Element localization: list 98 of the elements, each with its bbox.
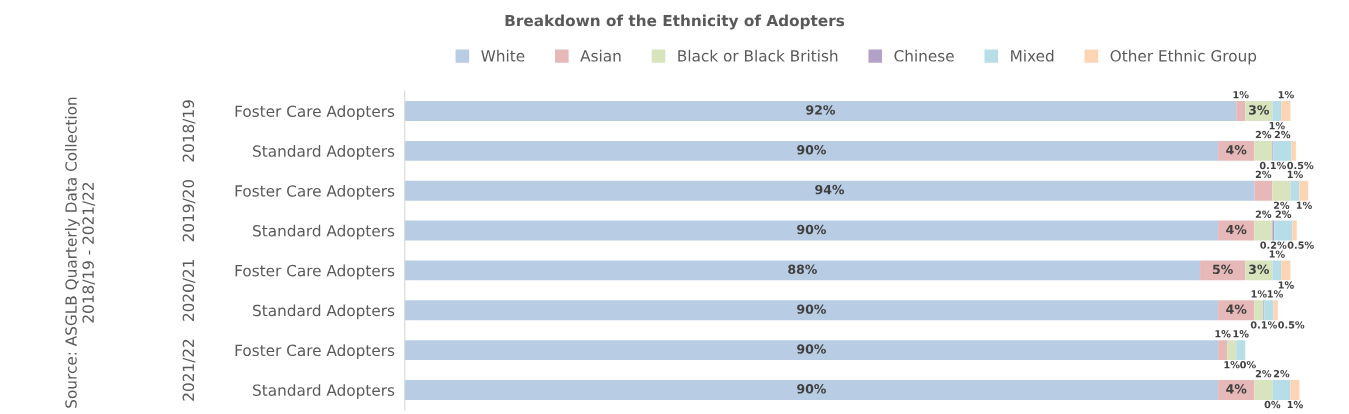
- legend-label: Other Ethnic Group: [1110, 49, 1257, 65]
- data-label: 90%: [797, 384, 826, 394]
- text: 2021/22: [182, 339, 196, 401]
- data-label: 1%: [1287, 400, 1303, 409]
- y-tick-label: Standard Adopters: [253, 145, 395, 160]
- bar: [404, 101, 1237, 121]
- y-tick-label: Standard Adopters: [253, 304, 395, 320]
- data-label: 0%: [1240, 361, 1256, 369]
- bar: [1274, 220, 1293, 241]
- legend-label: Mixed: [1011, 49, 1054, 62]
- data-label: 1%: [1269, 121, 1285, 130]
- data-label: 4%: [1226, 304, 1247, 314]
- bar: [1236, 340, 1246, 361]
- data-label: 1%: [1278, 91, 1294, 99]
- data-label: 1%: [1233, 91, 1249, 99]
- bar: [404, 220, 1219, 241]
- data-label: 2%: [1255, 210, 1272, 218]
- legend-label: Black or Black British: [678, 49, 838, 62]
- data-label: 2%: [1274, 130, 1291, 139]
- bar: [1292, 220, 1297, 241]
- data-label: 2%: [1273, 369, 1290, 378]
- data-label: 2%: [1275, 210, 1292, 218]
- data-label: 0.1%: [1250, 321, 1277, 329]
- bar: [1227, 340, 1237, 361]
- data-label: 4%: [1226, 384, 1247, 394]
- bar: [1272, 101, 1282, 121]
- data-label: 4%: [1226, 145, 1247, 155]
- data-label: 0.1%: [1259, 161, 1286, 170]
- bar: [404, 340, 1219, 361]
- bar: [1254, 140, 1273, 161]
- data-label: 1%: [1224, 361, 1240, 369]
- bar: [1281, 101, 1291, 121]
- bar: [1273, 300, 1278, 321]
- bar: [404, 140, 1219, 161]
- text: 2018/19: [182, 100, 196, 162]
- y-tick-label: Foster Care Adopters: [235, 264, 395, 280]
- data-label: 1%: [1251, 290, 1267, 298]
- data-label: 2%: [1255, 170, 1272, 179]
- legend-label: Chinese: [894, 49, 954, 62]
- y-tick-label: Foster Care Adopters: [235, 105, 395, 120]
- bar: [404, 300, 1219, 321]
- bar: [1272, 180, 1291, 201]
- data-label: 90%: [797, 304, 826, 314]
- bar: [1290, 180, 1300, 201]
- bar: [1254, 180, 1273, 201]
- bar: [404, 180, 1255, 201]
- data-label: 0.5%: [1278, 321, 1305, 329]
- bar: [404, 379, 1219, 400]
- legend-label: White: [481, 49, 525, 62]
- y-tick-label: Standard Adopters: [253, 224, 395, 240]
- data-label: 90%: [797, 224, 826, 235]
- data-label: 3%: [1249, 105, 1270, 115]
- bar: [1218, 220, 1255, 241]
- data-label: 2%: [1255, 130, 1272, 139]
- data-label: 3%: [1249, 264, 1270, 275]
- data-label: 88%: [788, 264, 817, 275]
- bar: [1264, 300, 1274, 321]
- bar: [1299, 180, 1309, 201]
- bar: [1272, 379, 1291, 400]
- data-label: 1%: [1278, 281, 1294, 289]
- bar: [1218, 340, 1228, 361]
- y-tick-label: Foster Care Adopters: [235, 344, 395, 360]
- bar: [1254, 379, 1273, 400]
- source-note: Source: ASGLB Quarterly Data Collection 2018/19 - 2021/22: [64, 97, 96, 408]
- data-label: 0.5%: [1287, 241, 1314, 249]
- data-label: 1%: [1233, 330, 1249, 338]
- data-label: 94%: [815, 184, 845, 195]
- bar: [1281, 260, 1291, 281]
- data-label: 90%: [797, 145, 826, 155]
- data-label: 1%: [1267, 290, 1283, 298]
- bar: [1273, 140, 1292, 161]
- bar: [1236, 101, 1246, 121]
- data-label: 2%: [1255, 369, 1272, 378]
- bar: [1254, 300, 1264, 321]
- data-label: 92%: [806, 105, 836, 115]
- data-label: 1%: [1215, 330, 1231, 338]
- bar: [1290, 379, 1300, 400]
- data-label: 1%: [1296, 201, 1312, 209]
- data-label: 5%: [1213, 264, 1233, 275]
- data-label: 90%: [797, 344, 826, 354]
- data-label: 1%: [1287, 170, 1303, 179]
- chart-title: Breakdown of the Ethnicity of Adopters: [505, 14, 845, 30]
- text: 2019/20: [182, 179, 196, 242]
- data-label: 0.5%: [1287, 161, 1314, 170]
- bar: [1291, 140, 1296, 161]
- legend-label: Asian: [580, 49, 621, 62]
- data-label: 0%: [1264, 400, 1281, 409]
- data-label: 0.2%: [1260, 241, 1287, 249]
- data-label: 2%: [1273, 201, 1290, 209]
- data-label: 1%: [1269, 250, 1285, 258]
- bar: [1272, 260, 1282, 281]
- bar: [1200, 260, 1246, 281]
- bar: [1254, 220, 1273, 241]
- y-tick-label: Foster Care Adopters: [235, 184, 395, 200]
- data-label: 4%: [1226, 224, 1247, 235]
- bar: [404, 260, 1201, 281]
- text: 2020/21: [182, 259, 196, 321]
- y-tick-label: Standard Adopters: [253, 384, 395, 399]
